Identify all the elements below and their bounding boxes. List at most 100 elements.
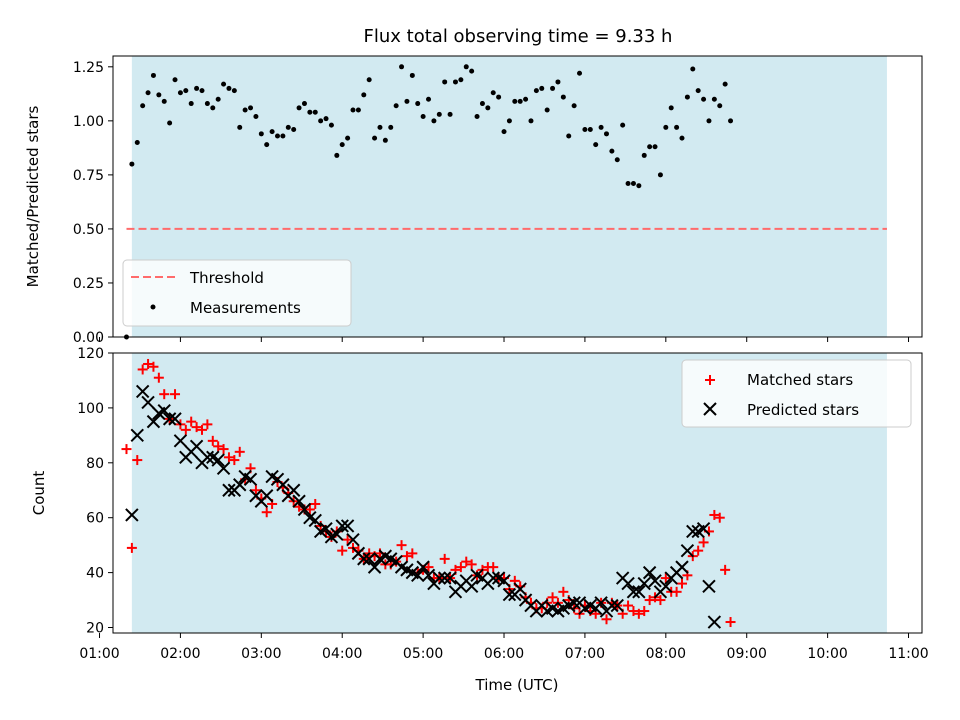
predicted-star-point	[648, 574, 662, 588]
predicted-star-point	[141, 395, 155, 410]
predicted-star-point	[157, 403, 171, 418]
predicted-star-point	[632, 585, 646, 599]
predicted-star-point	[605, 598, 619, 613]
top-legend-box	[122, 259, 352, 327]
measurement-point	[523, 96, 529, 102]
predicted-star-point	[335, 519, 349, 533]
predicted-star-point	[276, 478, 290, 492]
measurement-point	[226, 85, 232, 91]
predicted-star-point	[200, 450, 215, 465]
top-y-ticks: 0.00 0.25 0.50 0.75 1.00 1.25	[73, 60, 113, 346]
measurement-point	[485, 105, 491, 111]
x-tick-label: 08:00	[646, 646, 686, 662]
x-axis-label: Time (UTC)	[475, 676, 559, 694]
matched-star-point	[159, 389, 170, 400]
matched-star-point	[558, 586, 569, 597]
matched-star-point	[180, 424, 191, 435]
count-panel: 20 40 60 80 100 120 01:00 02:00 03:00 04:00 05:00…	[30, 346, 929, 694]
measurement-point	[426, 96, 432, 102]
measurement-point	[188, 101, 194, 107]
x-tick-label: 06:00	[484, 646, 524, 662]
measurement-point	[447, 111, 453, 117]
measurement-point	[312, 109, 318, 115]
matched-star-point	[633, 608, 644, 619]
measurement-point	[684, 94, 690, 100]
measurement-point	[620, 122, 626, 128]
measurement-point	[711, 96, 717, 102]
predicted-star-point	[642, 565, 657, 580]
predicted-star-point	[513, 582, 527, 596]
measurements-legend-label: Measurements	[190, 299, 301, 317]
predicted-star-point	[464, 579, 479, 594]
matched-star-point	[191, 422, 202, 433]
bottom-y-ticks: 20 40 60 80 100 120	[77, 346, 113, 637]
predicted-star-point	[125, 508, 139, 522]
matched-star-point	[725, 617, 736, 628]
predicted-star-point	[222, 483, 236, 497]
measurement-point	[328, 122, 334, 128]
matched-star-point	[407, 548, 418, 559]
measurement-point	[248, 105, 254, 111]
predicted-star-point	[340, 519, 355, 533]
measurement-point	[150, 72, 156, 78]
measurement-point	[307, 109, 313, 115]
measurement-point	[442, 79, 448, 85]
matched-star-point	[660, 573, 671, 584]
measurement-point	[717, 103, 723, 109]
predicted-star-point	[292, 494, 306, 508]
x-tick-label: 05:00	[403, 646, 443, 662]
measurement-point	[280, 133, 286, 139]
measurement-point	[641, 152, 647, 158]
matched-star-point	[547, 592, 558, 603]
measurement-point	[129, 161, 135, 167]
predicted-star-point	[626, 585, 641, 599]
predicted-star-point	[696, 521, 711, 536]
measurement-point	[695, 88, 701, 94]
matched-star-point	[170, 389, 181, 400]
matched-legend-label: Matched stars	[747, 371, 853, 389]
matched-star-point	[213, 441, 224, 452]
measurement-point	[285, 124, 291, 130]
y-tick-label: 0.75	[73, 168, 104, 184]
measurement-point	[404, 98, 410, 104]
measurement-point	[296, 105, 302, 111]
measurement-point	[506, 118, 512, 124]
measurement-point	[603, 131, 609, 137]
chart-title: Flux total observing time = 9.33 h	[364, 26, 673, 47]
bottom-y-axis-label: Count	[30, 471, 48, 516]
measurement-point	[674, 124, 680, 130]
predicted-star-point	[135, 384, 150, 399]
matched-star-point	[126, 542, 137, 553]
measurement-point	[550, 85, 556, 91]
measurement-point	[194, 85, 200, 91]
measurement-point	[420, 114, 426, 120]
x-tick-label: 04:00	[322, 646, 362, 662]
measurement-point	[539, 85, 545, 91]
measurement-point	[415, 101, 421, 107]
measurement-point	[701, 96, 707, 102]
measurement-point	[399, 64, 405, 70]
predicted-star-point	[233, 478, 247, 492]
measurement-point	[474, 114, 480, 120]
predicted-star-point	[421, 568, 436, 583]
measurement-point	[177, 90, 183, 96]
measurement-point	[264, 142, 270, 148]
measurement-point	[231, 88, 237, 94]
predicted-legend-label: Predicted stars	[747, 401, 859, 419]
measurement-point	[501, 129, 507, 135]
predicted-star-point	[216, 461, 231, 476]
measurement-point	[199, 88, 205, 94]
measurement-point	[657, 172, 663, 178]
predicted-star-point	[308, 513, 322, 528]
measurement-point	[210, 105, 216, 111]
y-tick-label: 100	[77, 401, 104, 417]
bottom-legend-box	[681, 359, 912, 428]
measurement-point	[479, 101, 485, 107]
measurement-point	[377, 124, 383, 130]
x-tick-label: 03:00	[241, 646, 281, 662]
matched-star-point	[423, 562, 434, 573]
y-tick-label: 0.25	[73, 276, 104, 292]
predicted-star-point	[357, 552, 371, 566]
measurement-point	[722, 81, 728, 87]
